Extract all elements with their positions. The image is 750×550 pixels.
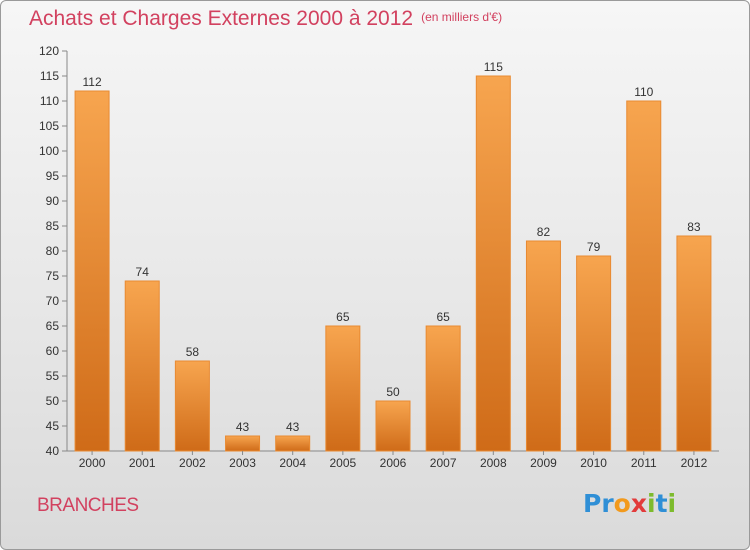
data-label-2004: 43: [286, 420, 300, 434]
data-label-2006: 50: [386, 385, 400, 399]
x-tick-label-2001: 2001: [129, 456, 156, 470]
x-tick-label-2007: 2007: [430, 456, 457, 470]
bar-2011: [626, 100, 662, 452]
y-tick-label: 90: [46, 194, 60, 208]
y-tick-label: 45: [46, 419, 60, 433]
y-tick-label: 115: [40, 69, 59, 83]
y-tick-label: 70: [46, 294, 60, 308]
y-tick-label: 60: [46, 344, 60, 358]
data-label-2000: 112: [83, 75, 102, 89]
chart-title-text: Achats et Charges Externes 2000 à 2012: [29, 7, 414, 30]
y-tick-label: 100: [39, 144, 59, 158]
proxiti-logo[interactable]: Proxiti: [583, 489, 676, 518]
y-tick-label: 120: [39, 44, 59, 58]
y-tick-label: 85: [46, 219, 60, 233]
y-tick-label: 95: [46, 169, 60, 183]
x-tick-label-2009: 2009: [530, 456, 557, 470]
y-tick-label: 65: [46, 319, 60, 333]
x-tick-label-2000: 2000: [79, 456, 106, 470]
x-tick-label-2006: 2006: [380, 456, 407, 470]
x-tick-label-2010: 2010: [580, 456, 607, 470]
data-label-2012: 83: [687, 220, 701, 234]
x-tick-label-2002: 2002: [179, 456, 206, 470]
x-tick-label-2005: 2005: [329, 456, 356, 470]
chart-title: Achats et Charges Externes 2000 à 2012 (e…: [29, 7, 502, 31]
bar-2008: [475, 75, 511, 452]
bar-2007: [425, 325, 461, 452]
logo-letter: x: [630, 489, 647, 518]
y-tick-label: 55: [46, 369, 60, 383]
chart-unit: (en milliers d'€): [421, 10, 503, 24]
y-tick-label: 50: [46, 394, 60, 408]
logo-letter: r: [601, 489, 614, 518]
data-label-2008: 115: [484, 60, 503, 74]
bar-2004: [275, 435, 311, 452]
data-label-2010: 79: [587, 240, 601, 254]
data-label-2002: 58: [186, 345, 200, 359]
x-tick-label-2011: 2011: [631, 456, 657, 470]
bar-2001: [124, 280, 160, 452]
logo-letter: P: [583, 489, 602, 518]
data-label-2007: 65: [436, 310, 450, 324]
logo-letter: i: [647, 489, 656, 518]
data-label-2001: 74: [136, 265, 150, 279]
x-tick-label-2003: 2003: [229, 456, 256, 470]
data-label-2011: 110: [634, 85, 653, 99]
y-tick-label: 110: [40, 94, 59, 108]
bar-2000: [74, 90, 110, 452]
x-tick-label-2004: 2004: [279, 456, 306, 470]
y-tick-label: 105: [39, 119, 59, 133]
region-name: BRANCHES: [37, 495, 139, 516]
data-label-2009: 82: [537, 225, 551, 239]
bar-2002: [174, 360, 210, 452]
logo-letter: t: [655, 489, 668, 518]
bar-2003: [225, 435, 261, 452]
bar-2005: [325, 325, 361, 452]
data-label-2003: 43: [236, 420, 250, 434]
y-tick-label: 75: [46, 269, 60, 283]
x-tick-label-2012: 2012: [681, 456, 708, 470]
x-tick-label-2008: 2008: [480, 456, 507, 470]
bar-2006: [375, 400, 411, 452]
logo-letter: i: [667, 489, 677, 518]
data-label-2005: 65: [336, 310, 350, 324]
y-tick-label: 80: [46, 244, 60, 258]
logo-letter: o: [613, 489, 631, 518]
y-tick-label: 40: [46, 444, 60, 458]
bar-2010: [576, 255, 612, 452]
bar-2012: [676, 235, 712, 452]
bar-2009: [525, 240, 561, 452]
